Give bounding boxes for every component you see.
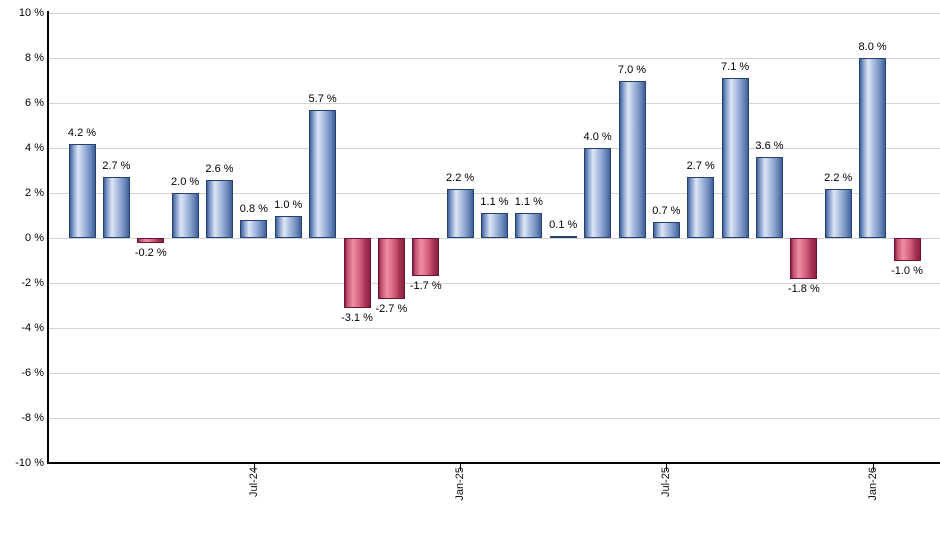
bar-3 [171,193,199,238]
gridline--2 [48,282,940,284]
y-axis-label: 10 % [18,6,44,19]
bar-value-label: 1.0 % [274,198,303,211]
bar-value-label: 7.1 % [721,61,750,74]
bar-11 [446,188,474,238]
gridline--4 [48,327,940,329]
bar-value-label: -0.2 % [134,246,167,259]
x-axis-label: Jul-24 [247,467,260,497]
bar-value-label: 3.6 % [755,140,784,152]
x-axis-tick [872,464,874,471]
bar-value-label: 2.2 % [824,171,853,184]
bar-value-label: 1.1 % [480,196,509,209]
gridline-10 [48,12,940,14]
bar-value-label: 4.2 % [67,126,97,139]
bar-value-label: 2.6 % [205,162,234,175]
bar-value-label: 2.7 % [686,160,715,173]
y-axis-label: 6 % [25,96,44,109]
bar-value-label: -3.1 % [341,311,373,324]
bar-5 [240,220,268,238]
bar-value-label: -1.7 % [409,280,442,293]
bar-10 [412,238,440,277]
y-axis-label: -4 % [21,321,44,334]
bar-1 [102,177,130,238]
bar-value-label: 4.0 % [583,131,612,143]
x-axis-tick [253,464,255,471]
bar-value-label: 2.0 % [171,176,200,188]
bar-17 [652,222,680,238]
bar-value-label: 7.0 % [617,63,647,76]
y-axis-label: -2 % [21,276,44,289]
gridline-0 [48,237,940,239]
x-axis-tick [460,464,462,471]
y-axis-label: -6 % [21,366,44,379]
y-axis-label: 2 % [25,186,44,199]
bar-4 [206,179,233,238]
bar-value-label: -2.7 % [375,302,408,315]
x-axis-label: Jan-26 [866,467,879,501]
y-axis-label: -8 % [21,411,44,424]
y-axis-label: 8 % [25,51,44,64]
bar-16 [618,80,646,238]
y-axis-label: -10 % [15,456,44,469]
y-axis-label: 4 % [25,141,44,154]
bar-24 [893,238,921,261]
y-axis-line [47,11,49,463]
bar-13 [515,213,543,238]
x-axis-label: Jan-25 [454,467,467,501]
bar-15 [584,148,612,238]
x-axis-label: Jul-25 [660,467,673,497]
bar-8 [343,238,371,308]
gridline--6 [48,372,940,374]
bar-value-label: 8.0 % [858,41,887,53]
bar-value-label: -1.0 % [891,264,923,277]
x-axis-line [47,462,940,464]
bar-value-label: 0.8 % [239,203,268,215]
bar-21 [790,238,818,279]
bar-0 [68,143,96,238]
gridline--8 [48,417,940,419]
bar-value-label: 0.1 % [549,218,578,231]
gridline-4 [48,147,940,149]
gridline-8 [48,57,940,59]
bar-18 [687,177,715,238]
bar-value-label: 0.7 % [652,205,681,218]
gridline-2 [48,192,940,194]
bar-7 [309,109,337,238]
bar-value-label: -1.8 % [787,282,820,295]
bar-6 [274,215,302,238]
gridline-6 [48,102,940,104]
x-axis-tick [666,464,668,471]
bar-12 [481,213,508,238]
bar-14 [549,235,577,238]
bar-value-label: 5.7 % [308,92,337,105]
y-axis-label: 0 % [25,231,44,244]
bar-22 [824,188,852,238]
bar-19 [721,78,749,238]
bar-value-label: 2.7 % [102,160,131,173]
bar-2 [137,238,165,243]
bar-value-label: 1.1 % [514,196,543,209]
bar-20 [756,157,783,238]
bar-23 [859,58,887,238]
bar-value-label: 2.2 % [446,171,475,184]
bar-9 [377,238,405,299]
